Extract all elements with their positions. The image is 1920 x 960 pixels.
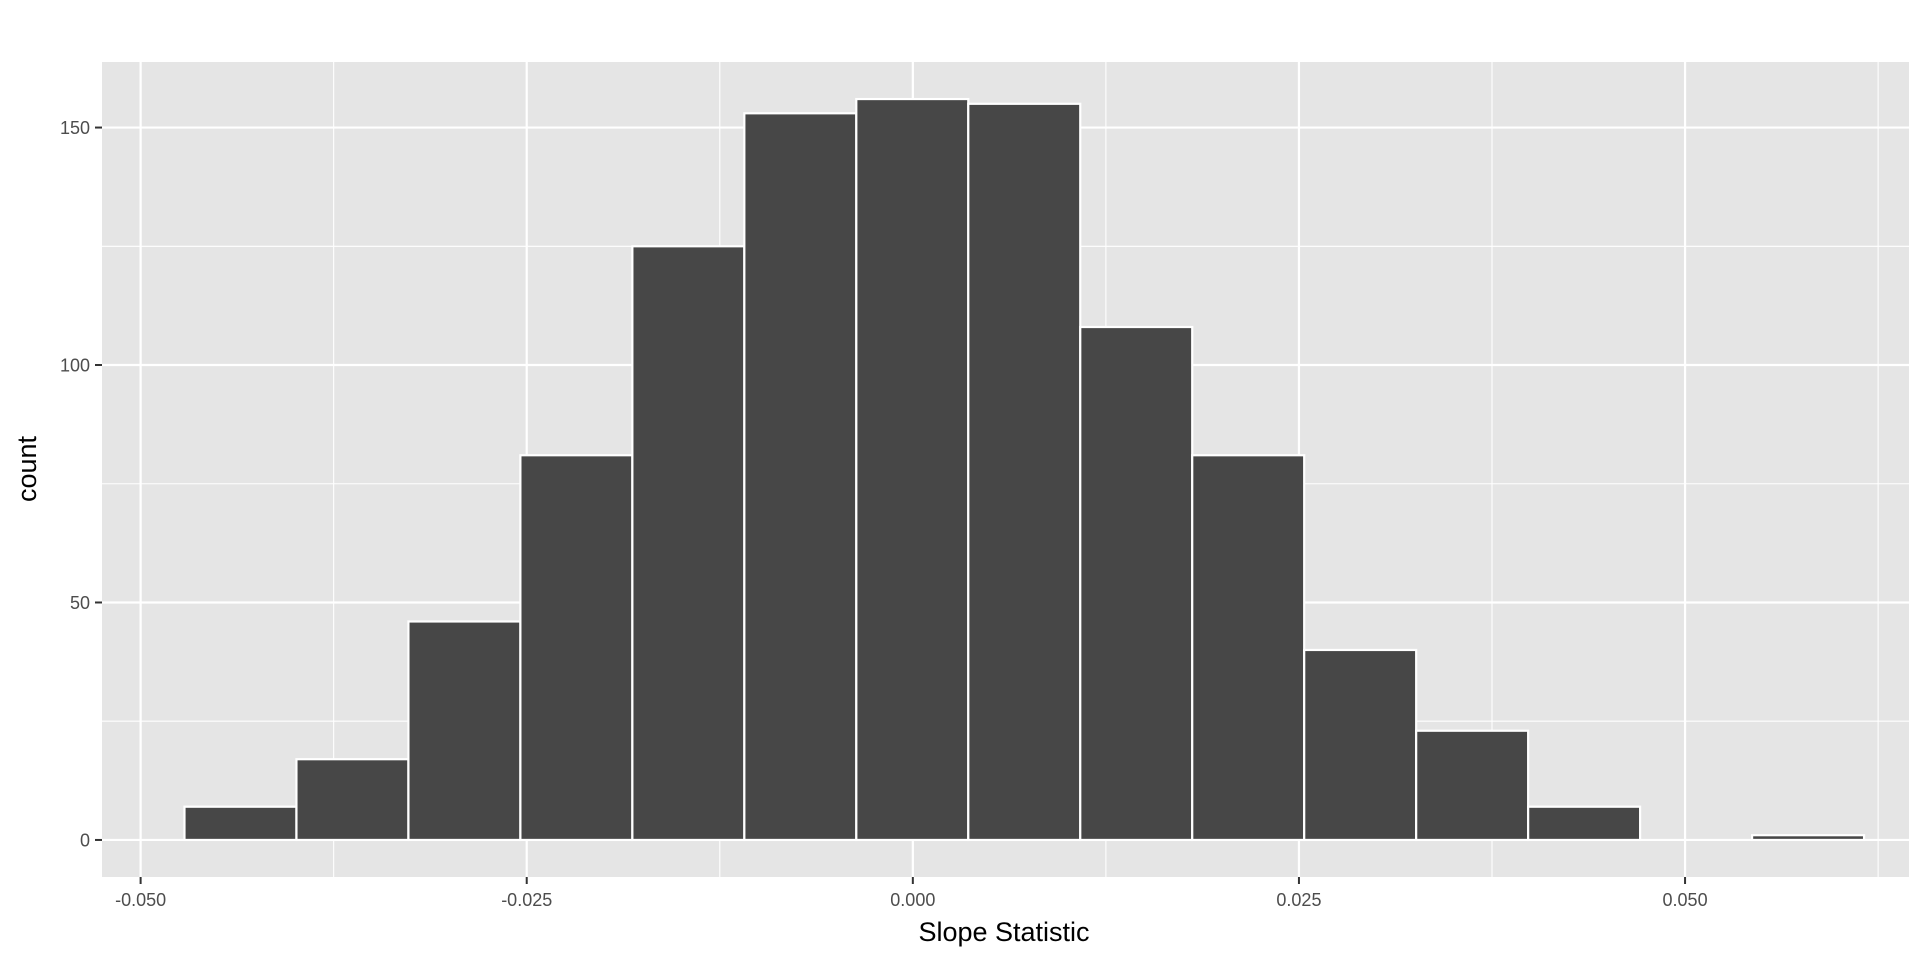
histogram-bar (407, 620, 522, 842)
y-tick-label: 150 (60, 118, 90, 138)
histogram-bar (743, 112, 858, 842)
x-tick-label: -0.050 (115, 890, 166, 910)
x-axis-title: Slope Statistic (918, 917, 1089, 947)
x-tick-label: -0.025 (501, 890, 552, 910)
y-tick-label: 0 (80, 830, 90, 850)
histogram-bar (183, 805, 298, 842)
histogram-bar (1191, 454, 1306, 842)
histogram-bar (1750, 834, 1866, 842)
histogram-bar (855, 97, 970, 842)
y-axis-ticks: 0 50 100 150 (60, 118, 102, 850)
histogram-bar (1415, 729, 1530, 842)
histogram-bar (631, 245, 746, 842)
histogram-bar (967, 102, 1082, 842)
y-axis-title: count (12, 435, 42, 502)
x-tick-label: 0.025 (1276, 890, 1321, 910)
histogram-bar (295, 758, 410, 842)
x-axis-ticks: -0.050 -0.025 0.000 0.025 0.050 (115, 877, 1708, 910)
histogram-bar (1303, 648, 1418, 842)
histogram-bar (519, 454, 634, 842)
histogram-bar (1079, 325, 1194, 842)
histogram-bars (183, 97, 1866, 842)
x-tick-label: 0.050 (1663, 890, 1708, 910)
y-tick-label: 50 (70, 593, 90, 613)
histogram-bar (1527, 805, 1642, 842)
x-tick-label: 0.000 (890, 890, 935, 910)
y-tick-label: 100 (60, 356, 90, 376)
